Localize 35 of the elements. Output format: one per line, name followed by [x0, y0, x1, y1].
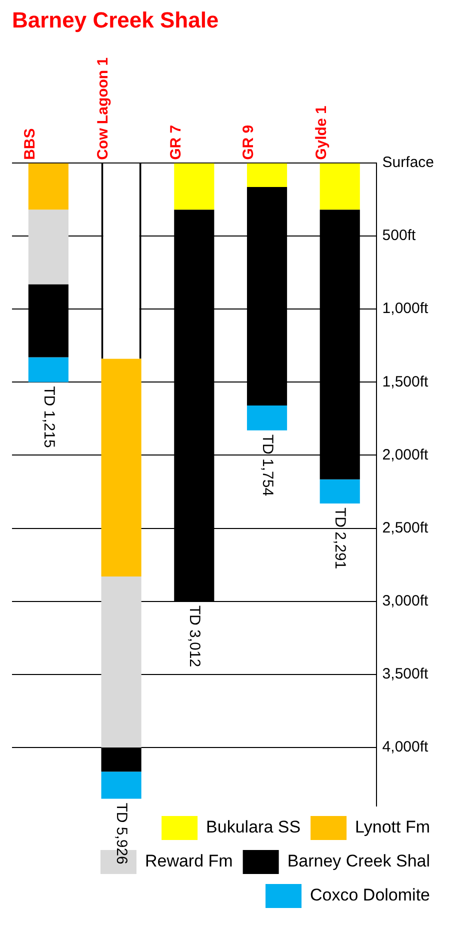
- legend-label: Lynott Fm: [355, 818, 430, 837]
- annotation: TD 1,754: [258, 434, 276, 496]
- bar: [28, 210, 68, 284]
- legend-label: Barney Creek Shal: [287, 852, 430, 871]
- bar: [28, 357, 68, 382]
- bar: [246, 406, 288, 430]
- y-tick-label: 1,500ft: [382, 373, 430, 390]
- chart-title: Barney Creek Shale: [12, 7, 219, 32]
- y-tick-label: 3,000ft: [382, 592, 430, 610]
- legend-label: Bukulara SS: [206, 818, 301, 837]
- bar: [320, 163, 360, 210]
- bar: [101, 772, 142, 799]
- annotation: TD 2,291: [332, 507, 349, 570]
- x-tick-label: GR 9: [240, 124, 258, 160]
- annotation: TD 5,926: [113, 802, 130, 864]
- x-tick-label: Gylde 1: [313, 106, 330, 160]
- x-tick-label: GR 7: [167, 124, 184, 160]
- legend-label: Coxco Dolomite: [310, 886, 430, 905]
- legend-label: Reward Fm: [144, 852, 233, 871]
- bar: [174, 163, 214, 210]
- y-tick-label: Surface: [382, 154, 434, 172]
- bar: [28, 163, 68, 210]
- bar: [320, 479, 360, 504]
- y-tick-label: 2,000ft: [382, 446, 430, 464]
- y-tick-label: 500ft: [382, 227, 416, 244]
- y-tick-label: 1,000ft: [382, 300, 430, 318]
- y-tick-label: 3,500ft: [382, 666, 430, 683]
- y-tick-label: 2,500ft: [382, 519, 430, 536]
- y-tick-label: 4,000ft: [382, 738, 430, 756]
- bar: [246, 163, 288, 188]
- annotation: TD 1,215: [40, 386, 58, 448]
- bar: [101, 576, 142, 748]
- x-tick-label: Cow Lagoon 1: [94, 57, 112, 160]
- annotation: TD 3,012: [186, 605, 204, 668]
- x-tick-label: BBS: [22, 128, 39, 160]
